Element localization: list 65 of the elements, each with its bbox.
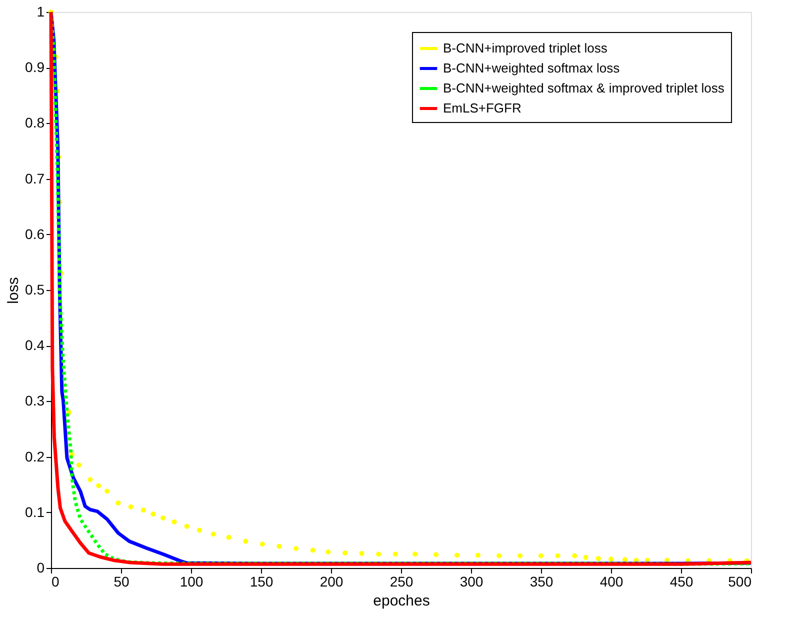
y-tick-label: 0.8 [25, 114, 45, 131]
point [326, 549, 331, 554]
point [538, 553, 544, 558]
x-tick-label: 500 [728, 574, 752, 590]
y-tick-label: 0.6 [25, 226, 45, 242]
point [392, 552, 398, 557]
point [572, 553, 578, 558]
y-tick-label: 0.9 [25, 59, 45, 76]
point [376, 552, 382, 557]
point [412, 552, 418, 557]
point [310, 548, 316, 553]
point [184, 524, 190, 529]
point [276, 544, 282, 549]
x-tick-label: 300 [460, 574, 484, 590]
x-tick-label: 200 [320, 574, 344, 590]
point [342, 550, 348, 556]
point [583, 554, 588, 560]
point [294, 546, 298, 552]
legend-label: EmLS+FGFR [443, 100, 522, 116]
x-axis-title: epoches [373, 592, 430, 610]
y-tick-label: 0 [36, 560, 45, 576]
point [210, 532, 216, 537]
x-tick-label: 400 [600, 574, 624, 590]
y-tick-label: 0.4 [25, 337, 45, 354]
point [243, 538, 248, 544]
x-tick-label: 450 [670, 574, 694, 590]
point [160, 515, 166, 520]
y-tick-label: 0.5 [25, 282, 45, 298]
point [608, 556, 614, 562]
legend-label: B-CNN+weighted softmax loss [443, 60, 620, 76]
point [196, 528, 202, 533]
point [476, 552, 480, 558]
point [96, 483, 102, 488]
point [518, 553, 522, 558]
point [116, 500, 121, 506]
y-tick-label: 0.1 [25, 504, 45, 520]
point [226, 534, 232, 540]
y-tick-label: 0.3 [25, 392, 45, 409]
point [150, 512, 156, 517]
point [140, 508, 146, 513]
x-tick-label: 100 [180, 574, 204, 590]
x-tick-label: 150 [250, 574, 274, 590]
x-tick-label: 250 [390, 574, 414, 590]
legend-label: B-CNN+weighted softmax & improved triplet loss [443, 80, 725, 96]
point [88, 477, 93, 482]
point [172, 519, 177, 524]
x-tick-label: 0 [52, 574, 60, 590]
point [555, 553, 560, 558]
point [622, 557, 628, 562]
point [496, 553, 502, 558]
y-axis-title: loss [5, 277, 22, 304]
x-tick-label: 350 [530, 574, 554, 590]
point [434, 552, 438, 558]
x-tick-label: 50 [114, 574, 130, 590]
legend-label: B-CNN+improved triplet loss [443, 40, 608, 56]
y-tick-label: 0.7 [25, 170, 45, 186]
y-tick-label: 1 [36, 4, 45, 20]
y-tick-label: 0.2 [25, 448, 45, 464]
point [104, 488, 110, 494]
point [260, 542, 265, 547]
point [76, 462, 82, 468]
point [359, 551, 364, 556]
point [128, 504, 134, 510]
point [454, 552, 460, 558]
point [596, 556, 601, 562]
